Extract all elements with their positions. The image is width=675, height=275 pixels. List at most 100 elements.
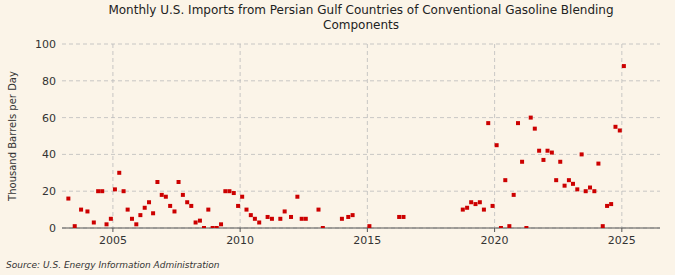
point — [113, 187, 117, 191]
point — [73, 224, 77, 228]
y-tick-label: 40 — [42, 148, 56, 161]
point — [130, 217, 134, 221]
point — [253, 217, 257, 221]
point — [122, 189, 126, 193]
point — [499, 226, 503, 228]
point — [66, 197, 70, 201]
point — [461, 208, 465, 212]
point — [155, 180, 159, 184]
point — [580, 152, 584, 156]
point — [168, 204, 172, 208]
point — [96, 189, 100, 193]
x-tick — [621, 228, 622, 232]
point — [592, 189, 596, 193]
point — [300, 217, 304, 221]
point — [85, 209, 89, 213]
point — [202, 226, 206, 228]
points — [66, 64, 626, 228]
point — [215, 226, 219, 228]
point — [223, 189, 227, 193]
point — [189, 204, 193, 208]
chart: Monthly U.S. Imports from Persian Gulf C… — [0, 0, 675, 275]
point — [257, 220, 261, 224]
point — [211, 226, 215, 228]
point — [546, 149, 550, 153]
point — [469, 200, 473, 204]
grid-line-x — [240, 44, 241, 228]
grid-line-x — [367, 44, 368, 228]
point — [482, 208, 486, 212]
point — [105, 222, 109, 226]
point — [605, 204, 609, 208]
point — [541, 158, 545, 162]
point — [270, 217, 274, 221]
point — [618, 128, 622, 132]
title-line: Monthly U.S. Imports from Persian Gulf C… — [108, 3, 613, 17]
point — [164, 195, 168, 199]
y-tick-label: 80 — [42, 75, 56, 88]
point — [486, 121, 490, 125]
point — [520, 160, 524, 164]
point — [491, 204, 495, 208]
y-tick-label: 100 — [35, 38, 56, 51]
point — [567, 178, 571, 182]
point — [117, 171, 121, 175]
grid-line-y — [62, 44, 660, 45]
point — [151, 211, 155, 215]
point — [227, 189, 231, 193]
x-tick-label: 2025 — [608, 234, 636, 247]
y-tick-label: 0 — [49, 222, 56, 235]
grid — [62, 44, 660, 228]
point — [138, 213, 142, 217]
point — [575, 187, 579, 191]
point — [558, 160, 562, 164]
point — [554, 178, 558, 182]
y-tick-label: 20 — [42, 185, 56, 198]
point — [232, 191, 236, 195]
point — [397, 215, 401, 219]
grid-line-x — [621, 44, 622, 228]
point — [100, 189, 104, 193]
grid-line-x — [494, 44, 495, 228]
point — [351, 213, 355, 217]
point — [367, 224, 371, 228]
point — [79, 208, 83, 212]
grid-line-x — [112, 44, 113, 228]
point — [516, 121, 520, 125]
point — [340, 217, 344, 221]
point — [278, 217, 282, 221]
point — [194, 220, 198, 224]
x-tick — [367, 228, 368, 232]
point — [289, 215, 293, 219]
point — [503, 178, 507, 182]
point — [134, 222, 138, 226]
point — [240, 195, 244, 199]
grid-line-y — [62, 191, 660, 192]
point — [295, 195, 299, 199]
point — [537, 149, 541, 153]
point — [321, 226, 325, 228]
title-line: Components — [323, 18, 399, 32]
point — [533, 127, 537, 131]
y-tick-label: 60 — [42, 112, 56, 125]
point — [92, 220, 96, 224]
point — [512, 193, 516, 197]
point — [601, 224, 605, 228]
point — [283, 209, 287, 213]
x-tick — [494, 228, 495, 232]
x-tick-label: 2020 — [481, 234, 509, 247]
point — [177, 180, 181, 184]
point — [143, 206, 147, 210]
point — [495, 143, 499, 147]
point — [571, 182, 575, 186]
point — [609, 202, 613, 206]
point — [550, 151, 554, 155]
point — [172, 209, 176, 213]
point — [622, 64, 626, 68]
point — [181, 193, 185, 197]
point — [249, 213, 253, 217]
point — [198, 219, 202, 223]
x-axis-line — [62, 228, 660, 229]
point — [507, 224, 511, 228]
point — [126, 208, 130, 212]
